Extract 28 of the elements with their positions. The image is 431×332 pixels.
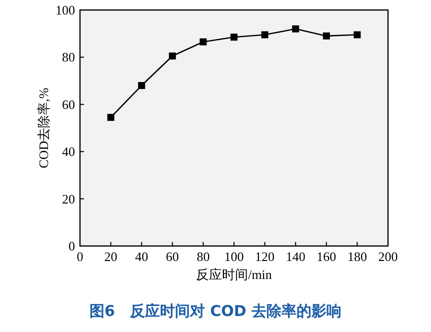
point: [200, 38, 207, 46]
x-tick-label: 20: [104, 249, 118, 264]
point: [354, 31, 361, 38]
y-tick-label: 60: [62, 96, 75, 112]
y-tick-label: 100: [56, 2, 75, 18]
point: [168, 52, 176, 60]
x-tick-label: 180: [347, 249, 367, 264]
x-tick-label: 100: [224, 249, 244, 264]
y-tick-label: 0: [68, 238, 75, 254]
y-tick-label: 40: [62, 144, 75, 160]
y-tick-label: 80: [62, 50, 75, 65]
text: 图6 反应时间对 COD 去除率的影响: [89, 302, 342, 320]
x-tick-label: 80: [196, 249, 210, 264]
point: [322, 32, 330, 40]
x-tick-label: 140: [286, 249, 306, 264]
x-tick-label: 160: [316, 249, 336, 264]
point: [107, 114, 114, 121]
point: [138, 82, 146, 90]
x-tick-label: 40: [135, 249, 148, 264]
x-axis-title: 反应时间/min: [196, 267, 272, 282]
point: [230, 34, 238, 41]
y-tick-label: 20: [62, 191, 75, 206]
y-axis-title: COD去除率,%: [36, 88, 51, 168]
x-tick-label: 120: [255, 249, 275, 264]
point: [292, 25, 300, 32]
point: [261, 31, 268, 38]
x-tick-label: 200: [378, 249, 398, 264]
x-tick-label: 60: [166, 249, 179, 264]
